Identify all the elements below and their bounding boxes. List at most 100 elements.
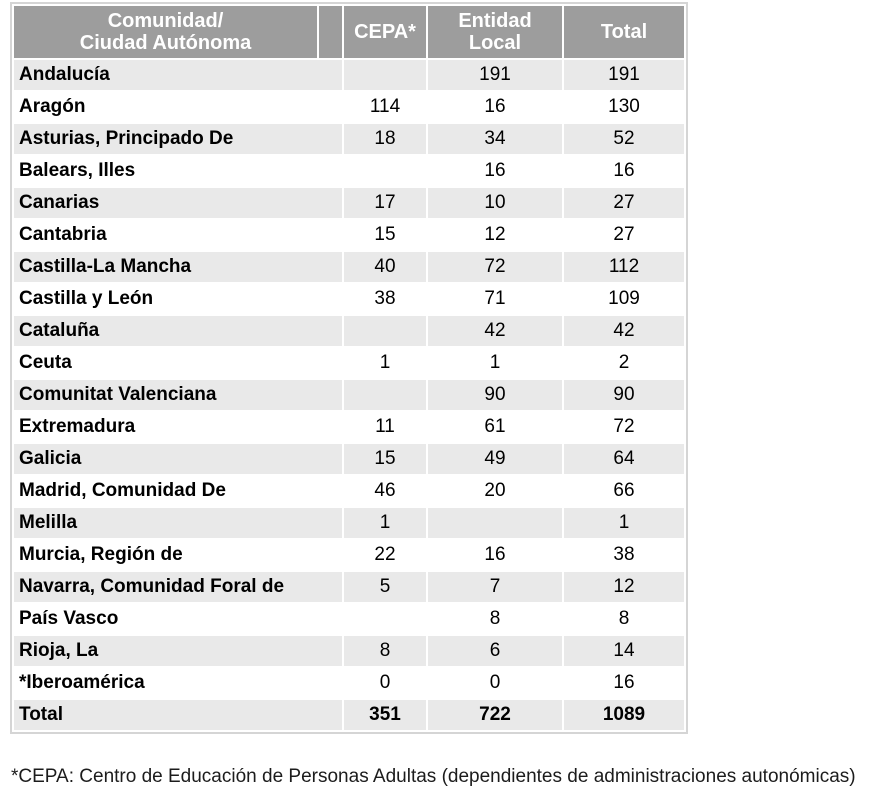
header-row: Comunidad/ Ciudad Autónoma CEPA* Entidad…: [14, 6, 684, 58]
region-name-cell: Castilla y León: [14, 284, 342, 314]
cepa-value-cell: 8: [344, 636, 426, 666]
table-row: Extremadura 11 61 72: [14, 412, 684, 442]
table-row: Castilla-La Mancha 40 72 112: [14, 252, 684, 282]
cepa-value-cell: 38: [344, 284, 426, 314]
cepa-value-cell: 0: [344, 668, 426, 698]
header-entidad-line1: Entidad: [458, 10, 532, 32]
total-row: Total 351 722 1089: [14, 700, 684, 730]
entidad-local-value-cell: 16: [428, 92, 562, 122]
cepa-value-cell: [344, 316, 426, 346]
table-row: Aragón 114 16 130: [14, 92, 684, 122]
header-cell-cepa: CEPA*: [344, 6, 426, 58]
region-name-cell: Ceuta: [14, 348, 342, 378]
region-name-cell: Balears, Illes: [14, 156, 342, 186]
entidad-local-value-cell: 16: [428, 156, 562, 186]
table-footer: Total 351 722 1089: [14, 700, 684, 730]
entidad-local-value-cell: 49: [428, 444, 562, 474]
entidad-local-value-cell: 1: [428, 348, 562, 378]
header-entidad-line2: Local: [468, 32, 522, 54]
table-header: Comunidad/ Ciudad Autónoma CEPA* Entidad…: [14, 6, 684, 58]
region-name-cell: Murcia, Región de: [14, 540, 342, 570]
total-value-cell: 16: [564, 156, 684, 186]
header-spacer-cell: [319, 6, 342, 58]
cepa-value-cell: 5: [344, 572, 426, 602]
total-value-cell: 52: [564, 124, 684, 154]
table-body: Andalucía 191 191 Aragón 114 16 130 Astu…: [14, 60, 684, 698]
region-name-cell: Extremadura: [14, 412, 342, 442]
table-row: País Vasco 8 8: [14, 604, 684, 634]
entidad-local-value-cell: 8: [428, 604, 562, 634]
table-row: Madrid, Comunidad De 46 20 66: [14, 476, 684, 506]
cepa-value-cell: [344, 604, 426, 634]
entidad-local-value-cell: 16: [428, 540, 562, 570]
region-name-cell: Castilla-La Mancha: [14, 252, 342, 282]
header-cell-total: Total: [564, 6, 684, 58]
table-row: Navarra, Comunidad Foral de 5 7 12: [14, 572, 684, 602]
cepa-value-cell: 40: [344, 252, 426, 282]
total-row-total-value: 1089: [564, 700, 684, 730]
region-name-cell: Navarra, Comunidad Foral de: [14, 572, 342, 602]
region-name-cell: Canarias: [14, 188, 342, 218]
total-value-cell: 90: [564, 380, 684, 410]
total-value-cell: 66: [564, 476, 684, 506]
region-name-cell: Comunitat Valenciana: [14, 380, 342, 410]
cepa-value-cell: 11: [344, 412, 426, 442]
cepa-value-cell: 114: [344, 92, 426, 122]
region-name-cell: Melilla: [14, 508, 342, 538]
entidad-local-value-cell: 71: [428, 284, 562, 314]
total-value-cell: 112: [564, 252, 684, 282]
entidad-local-value-cell: 90: [428, 380, 562, 410]
total-value-cell: 8: [564, 604, 684, 634]
table-row: Cantabria 15 12 27: [14, 220, 684, 250]
region-name-cell: Cataluña: [14, 316, 342, 346]
total-value-cell: 12: [564, 572, 684, 602]
total-value-cell: 27: [564, 220, 684, 250]
table-row: Ceuta 1 1 2: [14, 348, 684, 378]
table-row: Comunitat Valenciana 90 90: [14, 380, 684, 410]
cepa-value-cell: 1: [344, 348, 426, 378]
entidad-local-value-cell: 42: [428, 316, 562, 346]
total-value-cell: 38: [564, 540, 684, 570]
entidad-local-value-cell: 191: [428, 60, 562, 90]
table-row: Canarias 17 10 27: [14, 188, 684, 218]
region-name-cell: *Iberoamérica: [14, 668, 342, 698]
cepa-value-cell: 46: [344, 476, 426, 506]
total-value-cell: 42: [564, 316, 684, 346]
cepa-value-cell: 15: [344, 444, 426, 474]
adult-education-centres-table-container: Comunidad/ Ciudad Autónoma CEPA* Entidad…: [10, 2, 688, 734]
entidad-local-value-cell: 12: [428, 220, 562, 250]
table-row: Andalucía 191 191: [14, 60, 684, 90]
total-value-cell: 27: [564, 188, 684, 218]
region-name-cell: Aragón: [14, 92, 342, 122]
table-row: Balears, Illes 16 16: [14, 156, 684, 186]
cepa-value-cell: 1: [344, 508, 426, 538]
entidad-local-value-cell: 72: [428, 252, 562, 282]
total-value-cell: 64: [564, 444, 684, 474]
total-value-cell: 72: [564, 412, 684, 442]
region-name-cell: País Vasco: [14, 604, 342, 634]
total-value-cell: 2: [564, 348, 684, 378]
header-cell-entidad-local: Entidad Local: [428, 6, 562, 58]
total-row-label: Total: [14, 700, 342, 730]
entidad-local-value-cell: 20: [428, 476, 562, 506]
table-row: Cataluña 42 42: [14, 316, 684, 346]
cepa-value-cell: 17: [344, 188, 426, 218]
total-row-entidad-value: 722: [428, 700, 562, 730]
region-name-cell: Madrid, Comunidad De: [14, 476, 342, 506]
total-value-cell: 1: [564, 508, 684, 538]
region-name-cell: Galicia: [14, 444, 342, 474]
entidad-local-value-cell: 34: [428, 124, 562, 154]
cepa-value-cell: [344, 156, 426, 186]
total-value-cell: 191: [564, 60, 684, 90]
entidad-local-value-cell: 6: [428, 636, 562, 666]
region-name-cell: Andalucía: [14, 60, 342, 90]
table-row: *Iberoamérica 0 0 16: [14, 668, 684, 698]
total-value-cell: 130: [564, 92, 684, 122]
total-row-cepa-value: 351: [344, 700, 426, 730]
region-name-cell: Asturias, Principado De: [14, 124, 342, 154]
entidad-local-value-cell: [428, 508, 562, 538]
header-region-line2: Ciudad Autónoma: [79, 32, 252, 54]
entidad-local-value-cell: 10: [428, 188, 562, 218]
entidad-local-value-cell: 61: [428, 412, 562, 442]
table-row: Melilla 1 1: [14, 508, 684, 538]
